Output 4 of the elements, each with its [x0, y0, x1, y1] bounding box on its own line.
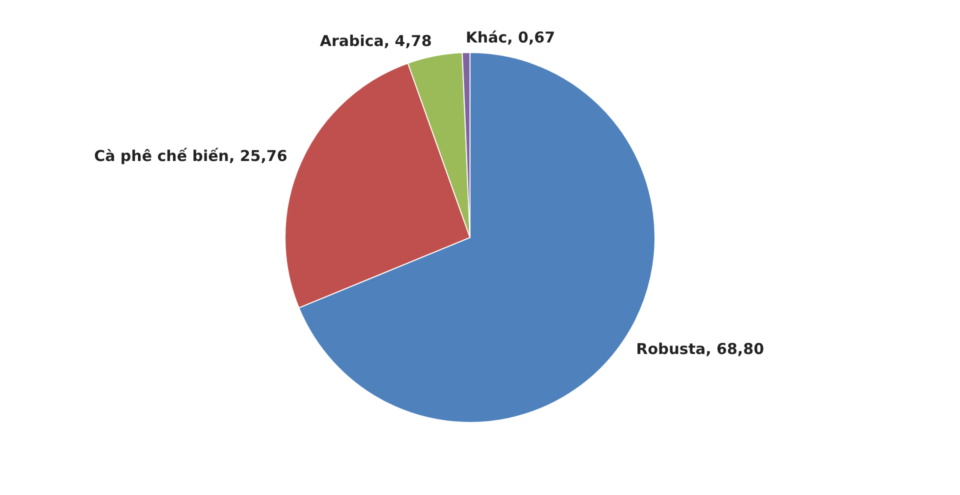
slice-label: Khác, 0,67	[466, 28, 556, 47]
slice-label: Robusta, 68,80	[636, 340, 764, 358]
slice-label: Arabica, 4,78	[320, 32, 432, 50]
slice-label: Cà phê chế biến, 25,76	[94, 147, 288, 166]
